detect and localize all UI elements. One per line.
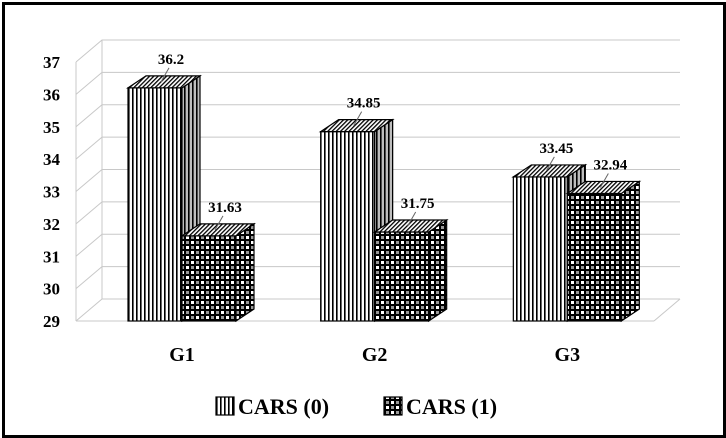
x-tick-label: G2 [362, 344, 388, 366]
y-tick-label: 33 [43, 183, 60, 202]
y-tick-label: 31 [43, 247, 60, 266]
bar [372, 218, 449, 323]
legend-swatch [383, 396, 403, 416]
data-label-leader [407, 211, 417, 227]
bar-top-face [372, 219, 449, 233]
data-label: 32.94 [593, 157, 627, 173]
data-label: 36.2 [158, 52, 184, 68]
x-tick-label: G1 [169, 344, 195, 366]
data-label-leader [353, 111, 363, 126]
legend: CARS (0) CARS (1) [215, 394, 497, 419]
bar-top-face [126, 75, 202, 89]
data-label: 33.45 [539, 141, 573, 157]
data-label: 31.75 [401, 196, 435, 212]
bar-front-face [320, 131, 376, 322]
bars [126, 74, 642, 323]
legend-swatch [215, 396, 235, 416]
bar-front-face [127, 87, 183, 322]
y-tick-label: 34 [43, 150, 61, 169]
bar-top-face [565, 180, 642, 195]
bar-front-face [181, 235, 237, 322]
bar-side-face [235, 222, 255, 323]
bar-top-face [511, 164, 588, 178]
data-label-leader [214, 215, 224, 231]
data-label: 31.63 [208, 200, 242, 216]
bar-side-face [620, 180, 640, 323]
y-tick-label: 36 [43, 85, 60, 104]
bar [318, 118, 395, 323]
y-tick-label: 35 [43, 118, 60, 137]
bar-side-face [428, 218, 448, 323]
data-label-leader [599, 173, 609, 188]
bar [565, 180, 642, 323]
y-tick-label: 37 [43, 53, 61, 72]
legend-label: CARS (0) [238, 394, 329, 419]
legend-item: CARS (1) [383, 394, 497, 419]
legend-label: CARS (1) [406, 394, 497, 419]
bar-front-face [512, 176, 568, 322]
legend-item: CARS (0) [215, 394, 329, 419]
floor-right-edge [653, 298, 681, 322]
bar-top-face [318, 119, 395, 133]
data-label-leader [545, 156, 555, 172]
y-tick-label: 32 [43, 215, 60, 234]
y-tick-label: 29 [43, 312, 60, 331]
x-tick-label: G3 [555, 344, 581, 366]
bar-top-face [180, 223, 256, 237]
y-axis-tick-labels: 29 30 31 32 33 34 35 36 37 [43, 53, 61, 331]
data-labels: 36.2 31.63 34.85 31.75 33.45 32.94 [158, 52, 628, 231]
data-label-leader [160, 67, 170, 83]
data-label: 34.85 [347, 96, 381, 112]
bar-front-face [374, 231, 430, 322]
bar [180, 222, 256, 323]
bar-front-face [566, 192, 622, 322]
x-axis-tick-labels: G1 G2 G3 [169, 344, 580, 366]
y-tick-label: 30 [43, 280, 60, 299]
